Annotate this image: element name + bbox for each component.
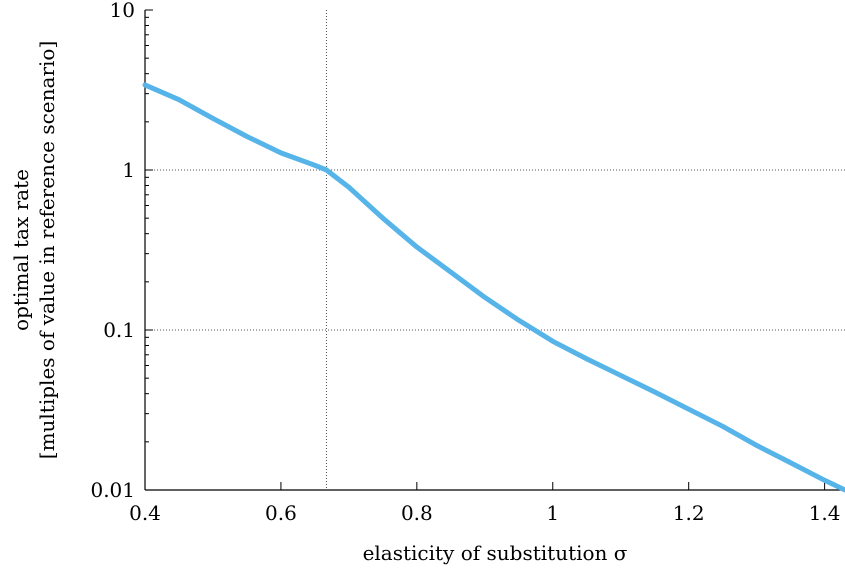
ticks-layer: 0.4 0.6 0.8 1 1.2 1.4 0.01 0.1 1 10 [90, 0, 840, 525]
y-tick-label: 0.01 [90, 478, 135, 502]
x-tick-label: 0.8 [401, 501, 433, 525]
grid-layer [145, 10, 845, 490]
y-axis-label-line-2: [multiples of value in reference scenari… [35, 41, 59, 459]
x-tick-label: 1.4 [809, 501, 841, 525]
y-tick-label: 1 [122, 158, 135, 182]
x-axis-label: elasticity of substitution σ [363, 541, 628, 565]
series-line [142, 82, 845, 493]
x-tick-label: 0.4 [129, 501, 161, 525]
x-tick-label: 0.6 [265, 501, 297, 525]
y-tick-label: 10 [110, 0, 135, 22]
axes-layer [144, 10, 845, 491]
y-axis-label-line-1: optimal tax rate [9, 169, 33, 331]
series-layer [142, 82, 845, 493]
y-tick-label: 0.1 [103, 318, 135, 342]
x-tick-label: 1.2 [673, 501, 705, 525]
y-axis-label-group: optimal tax rate [multiples of value in … [9, 41, 59, 459]
x-tick-label: 1 [546, 501, 559, 525]
